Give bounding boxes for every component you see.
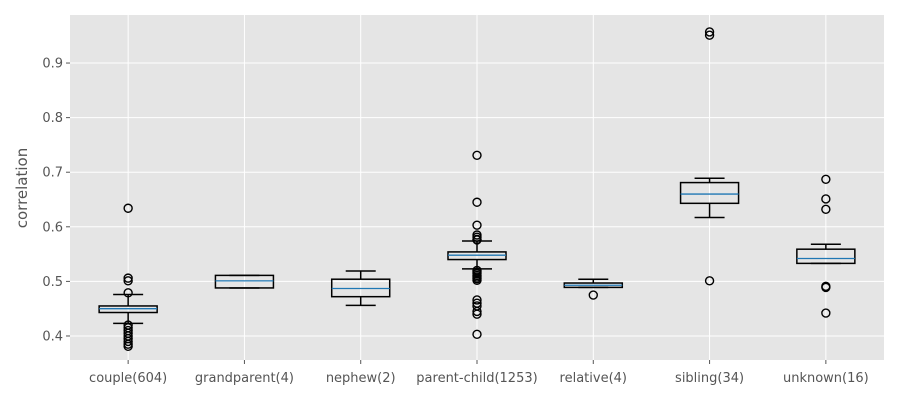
y-tick-label: 0.7 <box>42 166 63 181</box>
box-sibling <box>679 27 740 286</box>
x-tick-label: relative(4) <box>560 371 627 386</box>
outlier-point <box>123 276 133 286</box>
y-tick-label: 0.9 <box>42 57 63 72</box>
y-axis-label: correlation <box>13 148 31 229</box>
y-tick-label: 0.6 <box>42 220 63 235</box>
outlier-point <box>123 336 133 347</box>
outlier-point <box>123 203 133 213</box>
outlier-point <box>821 282 831 293</box>
outlier-point <box>821 308 831 318</box>
y-tick-label: 0.8 <box>42 111 63 126</box>
outlier-point <box>123 341 133 352</box>
y-tick-label: 0.5 <box>42 275 63 290</box>
box-nephew <box>330 270 391 307</box>
x-tick-label: unknown(16) <box>783 371 869 386</box>
outlier-point <box>123 273 133 283</box>
outlier-point <box>472 329 482 340</box>
x-tick-label: couple(604) <box>89 371 167 386</box>
outlier-point <box>588 290 598 300</box>
box-iqr <box>679 181 740 205</box>
y-axis: 0.4 0.5 0.6 0.7 0.8 0.9 <box>42 57 70 344</box>
box-relative <box>563 278 624 300</box>
boxes <box>98 27 856 352</box>
outlier-point <box>472 275 482 286</box>
box-grandparent <box>214 274 275 289</box>
box-parent-child <box>447 150 507 340</box>
x-tick-label: parent-child(1253) <box>416 371 537 386</box>
outlier-point <box>704 30 715 40</box>
outlier-point <box>472 306 482 317</box>
x-tick-label: grandparent(4) <box>195 371 294 386</box>
x-tick-label: nephew(2) <box>326 371 396 386</box>
outlier-point <box>123 288 133 298</box>
outlier-point <box>472 235 482 245</box>
outlier-point <box>704 276 715 286</box>
outlier-point <box>472 295 482 305</box>
box-unknown <box>796 174 856 318</box>
outlier-point <box>472 150 482 160</box>
y-tick-label: 0.4 <box>42 329 63 344</box>
x-axis: couple(604) grandparent(4) nephew(2) parent… <box>89 360 869 386</box>
outlier-point <box>704 27 715 37</box>
box-iqr <box>214 274 275 289</box>
outlier-point <box>472 309 482 319</box>
outlier-point <box>821 194 831 204</box>
outlier-point <box>821 204 831 215</box>
box-couple <box>98 203 158 352</box>
x-tick-label: sibling(34) <box>675 371 744 386</box>
outlier-point <box>821 174 831 185</box>
outlier-point <box>472 220 482 230</box>
outlier-point <box>472 197 482 207</box>
box-iqr <box>796 248 856 265</box>
